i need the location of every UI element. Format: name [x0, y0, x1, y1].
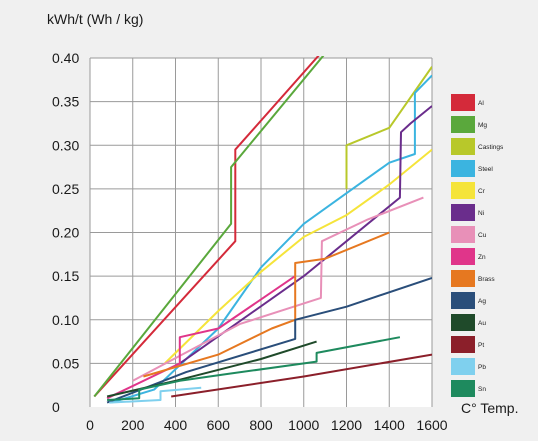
- legend-swatch-au: [451, 314, 475, 331]
- legend-label-pt: Pt: [478, 342, 484, 349]
- x-tick-label: 0: [86, 417, 94, 433]
- grid: [89, 57, 433, 407]
- series-line-ni: [179, 105, 432, 365]
- series-lines: [93, 56, 432, 404]
- y-tick-label: 0: [52, 399, 60, 415]
- legend-label-brass: Brass: [478, 276, 495, 283]
- legend-label-ag: Ag: [478, 298, 486, 305]
- x-tick-label: 200: [121, 417, 145, 433]
- legend-label-pb: Pb: [478, 364, 486, 371]
- series-line-sn: [107, 336, 401, 401]
- legend-label-steel: Steel: [478, 166, 493, 173]
- legend-swatch-zn: [451, 248, 475, 265]
- legend-swatch-sn: [451, 380, 475, 397]
- x-tick-label: 800: [249, 417, 273, 433]
- legend-label-ni: Ni: [478, 210, 484, 217]
- y-tick-label: 0.25: [52, 181, 79, 197]
- axes: 0 200 400 600 800 1000 1200 1400 1600 0 0.05 0.10 0.…: [52, 50, 448, 433]
- y-tick-label: 0.40: [52, 50, 79, 66]
- legend-label-al: Al: [478, 100, 484, 107]
- series-line-castings: [345, 66, 432, 189]
- legend-label-mg: Mg: [478, 122, 487, 129]
- legend-swatch-ag: [451, 292, 475, 309]
- legend-label-zn: Zn: [478, 254, 486, 261]
- legend-swatch-cu: [451, 226, 475, 243]
- legend-swatch-pb: [451, 358, 475, 375]
- y-axis-label: kWh/t (Wh / kg): [47, 11, 143, 27]
- series-line-zn: [106, 275, 296, 400]
- legend-swatch-steel: [451, 160, 475, 177]
- legend-label-castings: Castings: [478, 144, 504, 151]
- legend-label-cu: Cu: [478, 232, 487, 239]
- y-tick-label: 0.30: [52, 137, 79, 153]
- y-tick-label: 0.10: [52, 312, 79, 328]
- series-line-pt: [171, 353, 432, 398]
- series-line-al: [93, 56, 320, 398]
- legend: Al Mg Castings Steel Cr Ni Cu Zn Brass Ag Au Pt Pb Sn: [451, 94, 504, 397]
- legend-swatch-mg: [451, 116, 475, 133]
- legend-label-cr: Cr: [478, 188, 486, 195]
- x-tick-label: 1200: [331, 417, 362, 433]
- legend-label-sn: Sn: [478, 386, 486, 393]
- x-tick-label: 400: [164, 417, 188, 433]
- x-tick-label: 600: [207, 417, 231, 433]
- x-tick-label: 1400: [374, 417, 405, 433]
- series-line-ag: [106, 276, 432, 404]
- series-line-cu: [132, 196, 424, 382]
- series-line-mg: [93, 56, 325, 398]
- legend-swatch-cr: [451, 182, 475, 199]
- legend-label-au: Au: [478, 320, 486, 327]
- legend-swatch-pt: [451, 336, 475, 353]
- y-tick-label: 0.05: [52, 355, 79, 371]
- y-tick-label: 0.20: [52, 225, 79, 241]
- legend-swatch-castings: [451, 138, 475, 155]
- x-tick-label: 1000: [288, 417, 319, 433]
- y-tick-label: 0.35: [52, 94, 79, 110]
- series-line-pb: [109, 386, 202, 404]
- legend-swatch-ni: [451, 204, 475, 221]
- y-tick-label: 0.15: [52, 268, 79, 284]
- legend-swatch-al: [451, 94, 475, 111]
- series-line-cr: [164, 148, 432, 365]
- x-tick-label: 1600: [416, 417, 447, 433]
- legend-swatch-brass: [451, 270, 475, 287]
- x-axis-label: C° Temp.: [461, 400, 518, 416]
